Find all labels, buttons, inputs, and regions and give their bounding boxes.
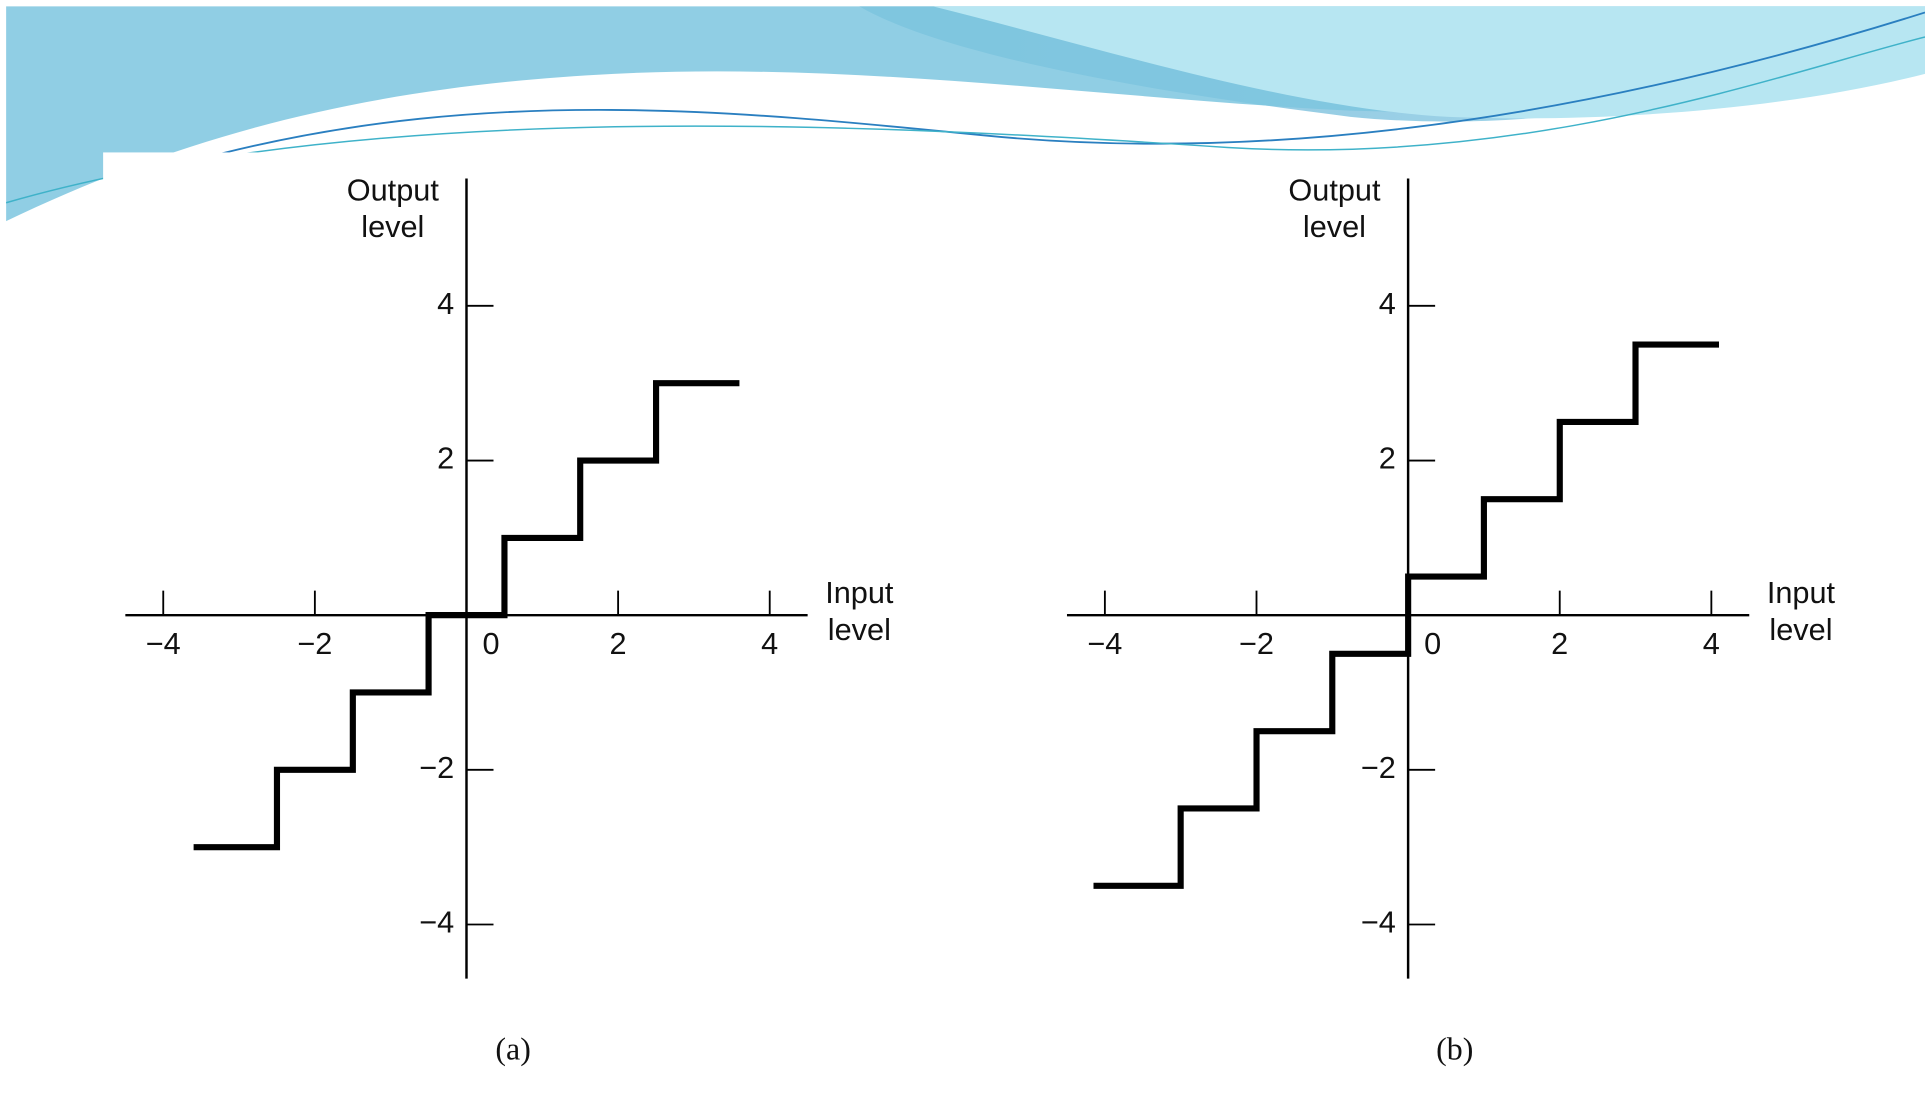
x-tick-label: −4 (146, 626, 181, 661)
y-tick-label: −2 (1361, 750, 1396, 785)
y-tick-label: 2 (1379, 441, 1396, 476)
x-axis-title-box: Input level (825, 575, 894, 648)
step-line (193, 380, 740, 851)
x-tick-label: 4 (1703, 626, 1720, 661)
x-axis-title: Input level (825, 575, 894, 648)
y-tick-label: −2 (419, 750, 454, 785)
y-axis-title-box: Output level (1288, 173, 1381, 245)
x-tick-label: 0 (483, 626, 500, 661)
x-tick-label: 2 (610, 626, 627, 661)
y-tick-label: −4 (1361, 905, 1396, 940)
x-axis-title-box: Input level (1766, 575, 1836, 648)
y-axis-title-box: Output level (346, 173, 439, 245)
x-tick-label: −4 (1087, 626, 1122, 661)
x-tick-label: 2 (1551, 626, 1568, 661)
y-tick-label: 2 (437, 441, 454, 476)
x-tick-label: 4 (761, 626, 778, 661)
x-tick-label: 0 (1424, 626, 1441, 661)
caption: (b) (1436, 1032, 1473, 1067)
x-axis-title: Input level (1766, 575, 1836, 648)
x-tick-label: −2 (1239, 626, 1274, 661)
y-axis-title: Output level (346, 173, 439, 245)
header-decoration (5, 6, 1925, 1093)
y-tick-label: −4 (419, 905, 454, 940)
step-line (1093, 341, 1719, 889)
y-tick-label: 4 (437, 286, 454, 321)
caption: (a) (495, 1032, 530, 1067)
y-tick-label: 4 (1379, 286, 1396, 321)
x-tick-label: −2 (297, 626, 332, 661)
y-axis-title: Output level (1288, 173, 1381, 245)
